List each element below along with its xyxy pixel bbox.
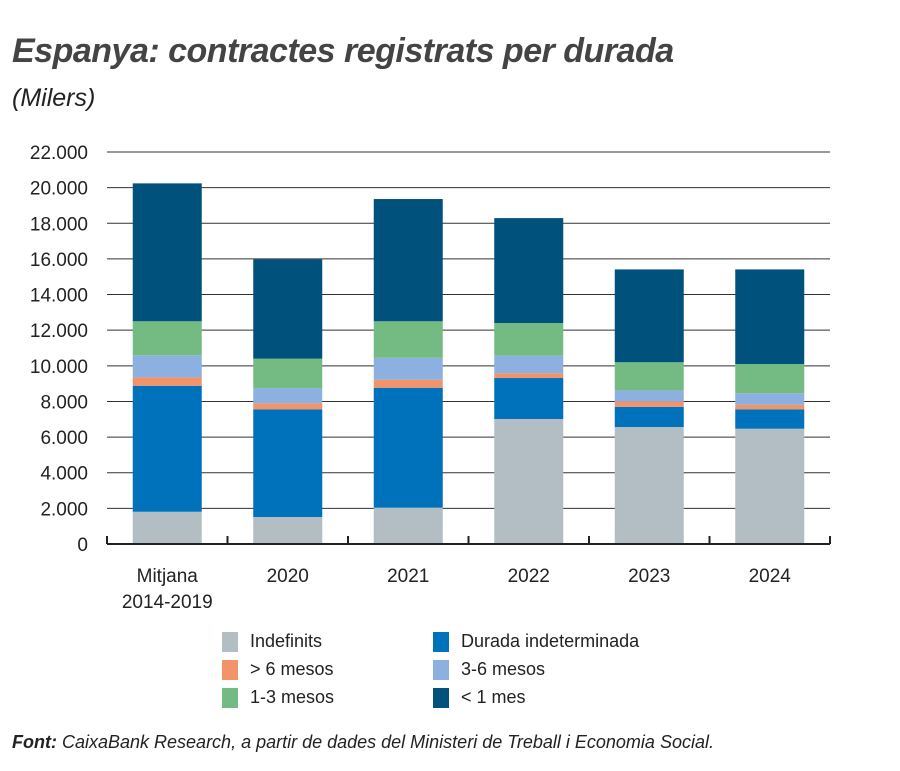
x-tick-label: 2020 xyxy=(267,566,309,587)
bar-segment xyxy=(373,199,443,322)
legend-label: Indefinits xyxy=(250,631,323,651)
legend-label: < 1 mes xyxy=(461,687,526,707)
legend-label: Durada indeterminada xyxy=(461,631,640,651)
bar-segment xyxy=(494,355,564,374)
y-tick-label: 2.000 xyxy=(40,499,88,520)
bar-segment xyxy=(253,409,323,518)
bar-segment xyxy=(373,321,443,358)
y-tick-label: 18.000 xyxy=(30,214,88,235)
bar-segment xyxy=(132,355,202,378)
bar-segment xyxy=(735,364,805,394)
y-tick-label: 12.000 xyxy=(30,321,88,342)
legend-swatch xyxy=(433,687,449,708)
bar-segment xyxy=(132,183,202,322)
bar-segment xyxy=(735,393,805,405)
bar-segment xyxy=(132,385,202,512)
legend-item: < 1 mes xyxy=(433,687,526,708)
x-tick-label: 2021 xyxy=(387,566,429,587)
y-tick-label: 0 xyxy=(77,535,88,556)
source-label: Font: xyxy=(12,732,57,752)
bar-segment xyxy=(614,390,684,402)
x-tick-label: 2014-2019 xyxy=(122,592,213,613)
x-tick-label: 2023 xyxy=(628,566,670,587)
y-tick-label: 6.000 xyxy=(40,428,88,449)
bar-segment xyxy=(494,323,564,356)
bar-segment xyxy=(373,357,443,380)
bar-segment xyxy=(494,419,564,544)
bar-segment xyxy=(373,507,443,544)
bar-segment xyxy=(373,387,443,508)
legend-swatch xyxy=(433,631,449,652)
source-text: CaixaBank Research, a partir de dades de… xyxy=(56,732,714,752)
chart-subtitle: (Milers) xyxy=(12,84,96,112)
legend-item: 1-3 mesos xyxy=(222,687,334,708)
bar-segment xyxy=(132,321,202,356)
legend-swatch xyxy=(222,631,238,652)
bar-segment xyxy=(735,404,805,410)
x-tick-label: 2022 xyxy=(508,566,550,587)
bar-segment xyxy=(735,269,805,365)
x-tick-label: Mitjana xyxy=(137,566,199,587)
bar-segment xyxy=(614,269,684,363)
bar-segment xyxy=(614,401,684,407)
legend-item: 3-6 mesos xyxy=(433,659,545,680)
legend-label: 3-6 mesos xyxy=(461,659,546,679)
y-tick-label: 20.000 xyxy=(30,179,88,200)
bar-segment xyxy=(494,373,564,379)
bar-segment xyxy=(253,517,323,544)
bar-segment xyxy=(494,218,564,324)
y-tick-label: 22.000 xyxy=(30,143,88,164)
bar-segment xyxy=(253,259,323,359)
legend-item: Indefinits xyxy=(222,631,322,652)
bar-segment xyxy=(132,511,202,544)
legend-item: Durada indeterminada xyxy=(433,631,639,652)
y-tick-label: 10.000 xyxy=(30,357,88,378)
legend-swatch xyxy=(433,659,449,680)
bar-segment xyxy=(253,358,323,389)
chart-title: Espanya: contractes registrats per durad… xyxy=(12,32,674,70)
x-tick-label: 2024 xyxy=(749,566,792,587)
bar-segment xyxy=(253,403,323,410)
legend-swatch xyxy=(222,687,238,708)
legend-label: > 6 mesos xyxy=(250,659,334,679)
legend-item: > 6 mesos xyxy=(222,659,334,680)
bar-segment xyxy=(614,427,684,544)
legend-swatch xyxy=(222,659,238,680)
bar-segment xyxy=(614,406,684,428)
bar-segment xyxy=(614,362,684,391)
y-tick-label: 16.000 xyxy=(30,250,88,271)
y-tick-label: 4.000 xyxy=(40,464,88,485)
bar-segment xyxy=(494,378,564,420)
legend-label: 1-3 mesos xyxy=(250,687,335,707)
bar-segment xyxy=(253,388,323,404)
bar-segment xyxy=(132,377,202,386)
bar-segment xyxy=(373,379,443,388)
y-tick-label: 14.000 xyxy=(30,286,88,307)
bar-segment xyxy=(735,428,805,544)
y-tick-label: 8.000 xyxy=(40,392,88,413)
bar-segment xyxy=(735,409,805,429)
source-note: Font: CaixaBank Research, a partir de da… xyxy=(12,732,714,753)
